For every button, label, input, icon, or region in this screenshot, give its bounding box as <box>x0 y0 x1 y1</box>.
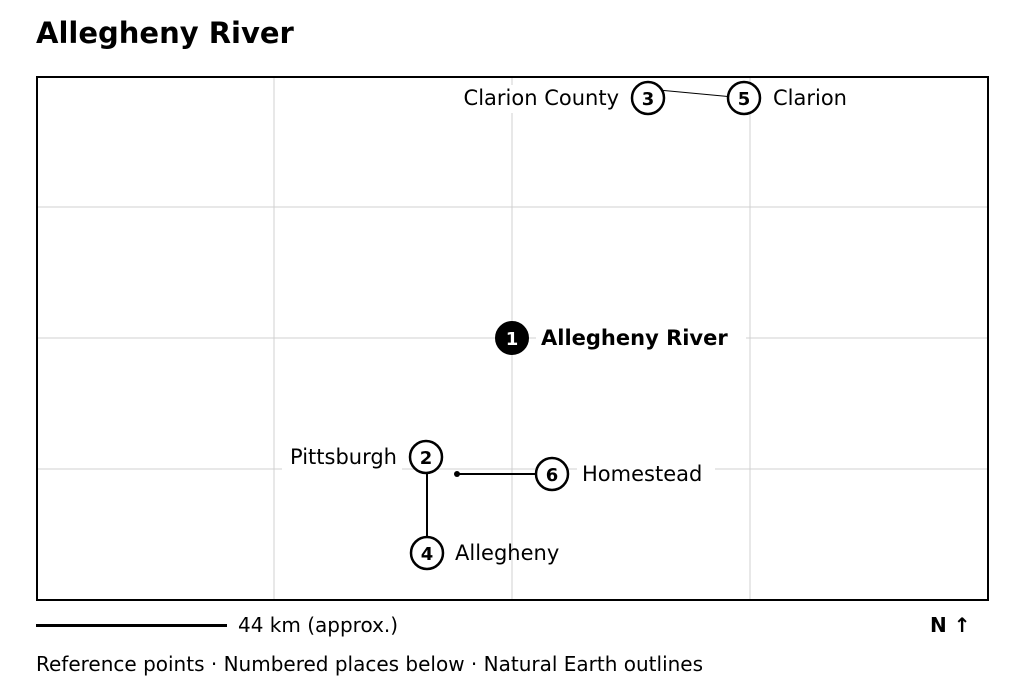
map-title: Allegheny River <box>36 16 294 50</box>
label-halos <box>282 85 856 488</box>
map-footer-note: Reference points · Numbered places below… <box>36 652 704 676</box>
place-marker-6[interactable] <box>534 456 570 492</box>
scale-label: 44 km (approx.) <box>238 613 399 637</box>
place-marker-3[interactable] <box>630 80 666 116</box>
place-label-4[interactable]: Allegheny <box>455 541 559 565</box>
place-number-3: 3 <box>642 89 655 110</box>
scale-bar <box>36 624 227 627</box>
place-number-2: 2 <box>420 448 433 469</box>
place-number-5: 5 <box>738 89 751 110</box>
place-marker-1[interactable] <box>495 321 529 355</box>
label-halo <box>282 443 402 471</box>
north-arrow: N ↑ <box>930 613 971 637</box>
place-marker-2[interactable] <box>408 439 444 475</box>
map-frame <box>36 76 989 601</box>
place-label-2[interactable]: Pittsburgh <box>290 445 397 469</box>
place-label-5[interactable]: Clarion <box>773 86 847 110</box>
place-label-6[interactable]: Homestead <box>582 462 702 486</box>
place-label-1[interactable]: Allegheny River <box>541 326 728 350</box>
homestead-point <box>454 471 460 477</box>
place-markers: 1 Allegheny River 2 Pittsburgh 3 Clarion… <box>290 80 847 571</box>
label-halo <box>536 323 746 353</box>
place-number-4: 4 <box>421 544 434 565</box>
place-marker-4[interactable] <box>409 535 445 571</box>
place-label-3[interactable]: Clarion County <box>464 86 619 110</box>
place-marker-5[interactable] <box>726 80 762 116</box>
label-halo <box>452 85 624 113</box>
place-number-1: 1 <box>506 329 519 350</box>
place-number-6: 6 <box>546 465 559 486</box>
label-halo <box>577 460 715 488</box>
label-halo <box>768 85 856 113</box>
